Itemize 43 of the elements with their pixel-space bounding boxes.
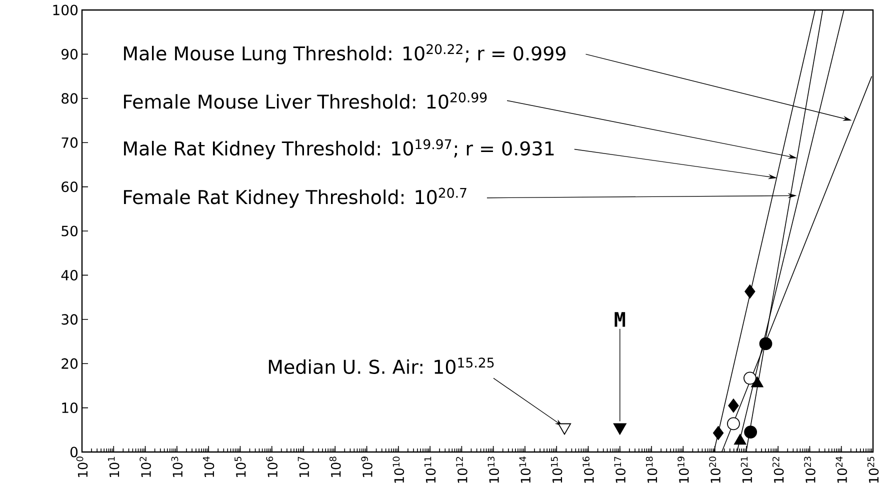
annotation: Male Rat Kidney Threshold: 10$^{19.97}$; r = 0.931 [124,139,554,160]
x-tick-label: 10$^{0}$ [76,456,88,477]
x-tick-label: 10$^{4}$ [202,456,214,477]
y-tick-label: 80 [62,93,78,104]
x-tick-label: 10$^{15}$ [551,456,562,483]
annotation: Female Mouse Liver Threshold: 10$^{20.99}$ [124,92,487,109]
annotation: Male Mouse Lung Threshold: 10$^{20.22}$; r = 0.999 [124,44,566,64]
x-tick-label: 10$^{9}$ [361,456,372,477]
y-tick-label: 40 [61,270,78,280]
x-tick-label: 10$^{6}$ [266,456,278,477]
x-tick-label: 10$^{22}$ [772,456,784,483]
y-tick-label: 30 [62,314,78,325]
x-tick-label: 10$^{11}$ [424,456,436,483]
x-tick-label: 10$^{25}$ [867,456,879,483]
x-tick-label: 10$^{1}$ [108,456,120,477]
y-tick-label: 90 [62,48,78,60]
x-tick-label: 10$^{13}$ [488,456,499,483]
x-tick-label: 10$^{7}$ [298,456,310,477]
y-tick-label: 60 [62,181,78,192]
x-tick-label: 10$^{5}$ [234,456,246,477]
annotation: M [614,312,626,327]
annotation: Female Rat Kidney Threshold: 10$^{20.7}$ [124,188,466,208]
y-tick-label: 50 [62,226,78,236]
x-tick-label: 10$^{14}$ [519,456,531,483]
x-tick-label: 10$^{12}$ [456,456,468,483]
annotation: Median U. S. Air: 10$^{15.25}$ [268,358,494,374]
y-tick-label: 70 [62,137,78,148]
x-tick-label: 10$^{2}$ [140,456,151,477]
x-tick-label: 10$^{20}$ [709,456,720,483]
x-tick-label: 10$^{21}$ [740,456,752,483]
y-tick-label: 20 [62,358,78,369]
x-tick-label: 10$^{10}$ [392,456,404,483]
x-tick-label: 10$^{17}$ [614,456,626,483]
x-tick-label: 10$^{23}$ [804,456,816,483]
x-tick-label: 10$^{3}$ [171,456,183,477]
x-tick-label: 10$^{24}$ [836,456,848,483]
y-tick-label: 10 [62,402,78,414]
x-tick-label: 10$^{16}$ [582,456,594,483]
x-tick-label: 10$^{18}$ [646,456,658,483]
x-tick-label: 10$^{19}$ [678,456,689,483]
x-tick-label: 10$^{8}$ [329,456,341,477]
y-tick-label: 100 [53,4,78,16]
y-tick-label: 0 [70,446,78,458]
